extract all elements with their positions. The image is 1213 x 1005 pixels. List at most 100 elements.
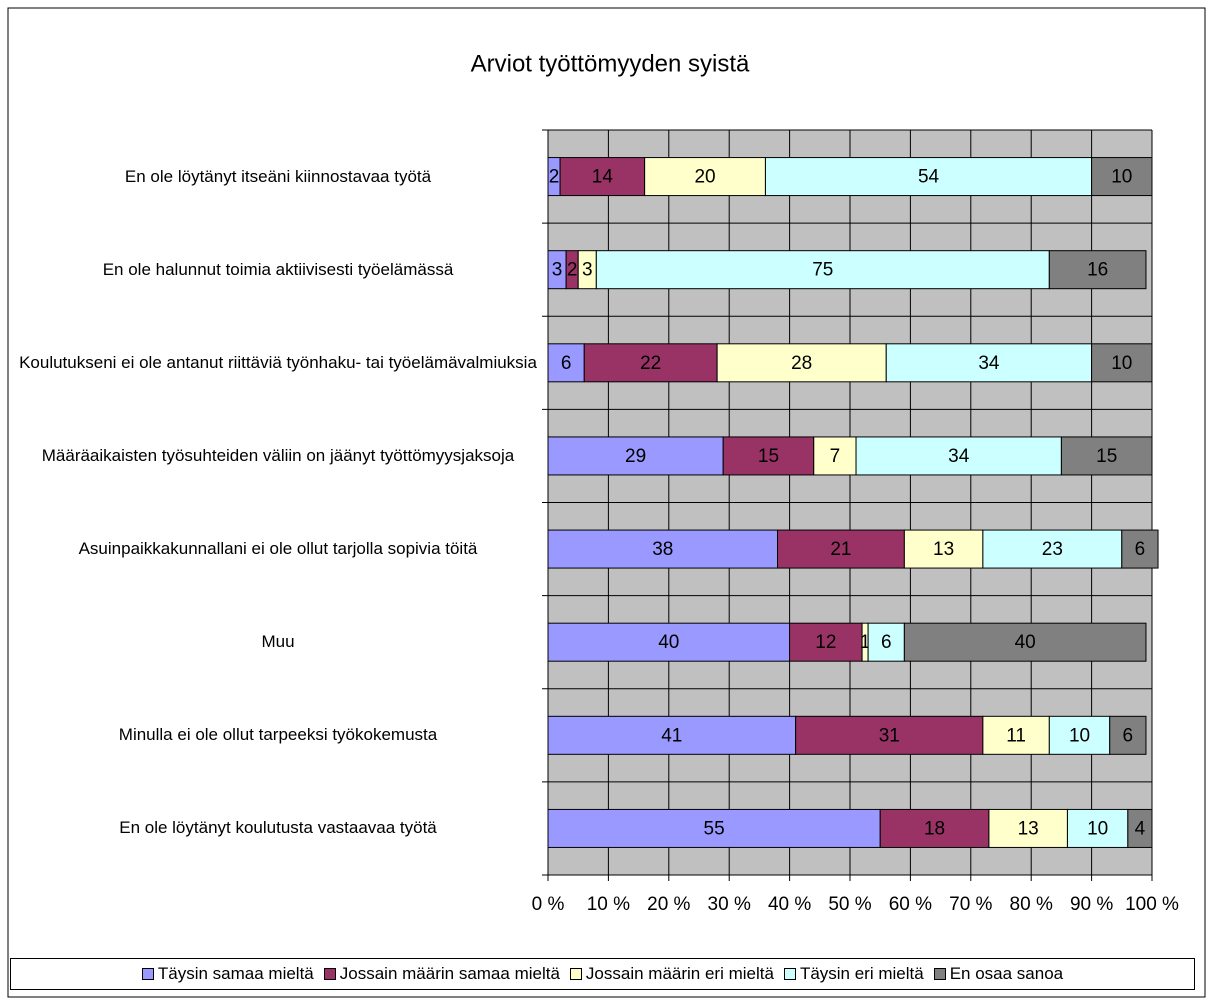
- bar-segment: [547, 529, 779, 569]
- data-label: 10: [1069, 725, 1090, 746]
- bar-segment: [879, 808, 990, 848]
- bar-segment: [547, 715, 797, 755]
- data-label: 34: [978, 353, 1000, 374]
- x-tick-label: 70 %: [949, 894, 992, 915]
- bar-segment: [547, 622, 791, 662]
- data-label: 11: [1006, 725, 1026, 746]
- legend-label: En osaa sanoa: [949, 964, 1064, 983]
- bar-segment: [988, 808, 1068, 848]
- data-label: 34: [948, 446, 970, 467]
- data-label: 10: [1087, 818, 1108, 839]
- data-label: 6: [1123, 725, 1134, 746]
- data-label: 15: [1096, 446, 1117, 467]
- data-label: 1: [860, 632, 871, 653]
- legend-swatch: [569, 968, 582, 980]
- bar-segment: [1060, 436, 1153, 476]
- bar-segment: [764, 157, 1093, 197]
- legend-item: Täysin eri mieltä: [783, 964, 924, 984]
- legend: Täysin samaa mieltä Jossain määrin samaa …: [10, 958, 1195, 990]
- data-label: 18: [924, 818, 945, 839]
- bar-segment: [547, 436, 724, 476]
- y-tick-label: En ole löytänyt koulutusta vastaavaa työ…: [119, 818, 437, 838]
- data-label: 21: [830, 539, 851, 560]
- bar-segment: [547, 343, 585, 383]
- bar-segment: [1091, 343, 1153, 383]
- legend-item: Jossain määrin samaa mieltä: [323, 964, 560, 984]
- y-tick-label: Asuinpaikkakunnallani ei ole ollut tarjo…: [78, 539, 478, 559]
- bar-segment: [644, 157, 766, 197]
- data-label: 75: [812, 260, 833, 281]
- legend-label: Jossain määrin samaa mieltä: [339, 964, 560, 983]
- data-label: 40: [1015, 632, 1036, 653]
- bar-segment: [595, 250, 1050, 290]
- x-tick-label: 20 %: [647, 894, 690, 915]
- data-label: 4: [1135, 818, 1146, 839]
- data-label: 55: [704, 818, 725, 839]
- bar-segment: [1091, 157, 1153, 197]
- data-label: 10: [1111, 353, 1132, 374]
- y-tick-label: Koulutukseni ei ole antanut riittäviä ty…: [19, 352, 537, 372]
- legend-label: Jossain määrin eri mieltä: [585, 964, 774, 983]
- legend-item: Täysin samaa mieltä: [141, 964, 314, 984]
- bar-segment: [855, 436, 1062, 476]
- bar-segment: [1048, 250, 1147, 290]
- data-label: 16: [1087, 260, 1108, 281]
- data-label: 6: [881, 632, 892, 653]
- data-label: 12: [815, 632, 836, 653]
- data-label: 6: [1135, 539, 1146, 560]
- x-tick-label: 50 %: [828, 894, 871, 915]
- data-label: 3: [582, 260, 593, 281]
- y-tick-label: En ole löytänyt itseäni kiinnostavaa työ…: [124, 166, 432, 186]
- data-label: 54: [918, 167, 940, 188]
- bar-segment: [1066, 808, 1129, 848]
- data-label: 13: [1018, 818, 1039, 839]
- legend-label: Täysin eri mieltä: [799, 964, 924, 983]
- legend-swatch: [323, 968, 336, 980]
- y-tick-label: Määräaikaisten työsuhteiden väliin on jä…: [41, 445, 515, 465]
- bar-segment: [867, 622, 905, 662]
- data-label: 31: [879, 725, 900, 746]
- bar-segment: [1127, 808, 1153, 848]
- y-tick-label: En ole halunnut toimia aktiivisesti työe…: [102, 259, 454, 279]
- x-tick-label: 60 %: [889, 894, 932, 915]
- data-label: 28: [791, 353, 812, 374]
- legend-item: Jossain määrin eri mieltä: [569, 964, 774, 984]
- bar-segment: [789, 622, 863, 662]
- bar-segment: [547, 808, 881, 848]
- bar-segment: [716, 343, 887, 383]
- data-label: 20: [694, 167, 715, 188]
- data-label: 6: [561, 353, 572, 374]
- data-label: 41: [661, 725, 682, 746]
- y-tick-label: Muu: [261, 632, 295, 652]
- x-tick-label: 90 %: [1070, 894, 1113, 915]
- legend-label: Täysin samaa mieltä: [157, 964, 314, 983]
- data-label: 7: [830, 446, 841, 467]
- bar-segment: [777, 529, 905, 569]
- x-tick-label: 40 %: [768, 894, 811, 915]
- data-label: 29: [625, 446, 646, 467]
- data-label: 13: [933, 539, 954, 560]
- data-label: 40: [658, 632, 679, 653]
- data-label: 38: [652, 539, 673, 560]
- data-label: 15: [758, 446, 779, 467]
- data-label: 14: [592, 167, 614, 188]
- data-label: 3: [552, 260, 563, 281]
- data-label: 22: [640, 353, 661, 374]
- bar-segment: [982, 529, 1123, 569]
- legend-item: En osaa sanoa: [933, 964, 1064, 984]
- bar-segment: [1121, 529, 1159, 569]
- bar-segment: [722, 436, 815, 476]
- legend-swatch: [141, 968, 154, 980]
- x-tick-label: 10 %: [587, 894, 630, 915]
- legend-swatch: [933, 968, 946, 980]
- data-label: 23: [1042, 539, 1063, 560]
- bar-segment: [813, 436, 857, 476]
- bar-segment: [583, 343, 718, 383]
- bar-segment: [1109, 715, 1147, 755]
- x-tick-label: 30 %: [708, 894, 751, 915]
- data-label: 2: [567, 260, 578, 281]
- x-tick-label: 80 %: [1010, 894, 1053, 915]
- bar-segment: [1048, 715, 1111, 755]
